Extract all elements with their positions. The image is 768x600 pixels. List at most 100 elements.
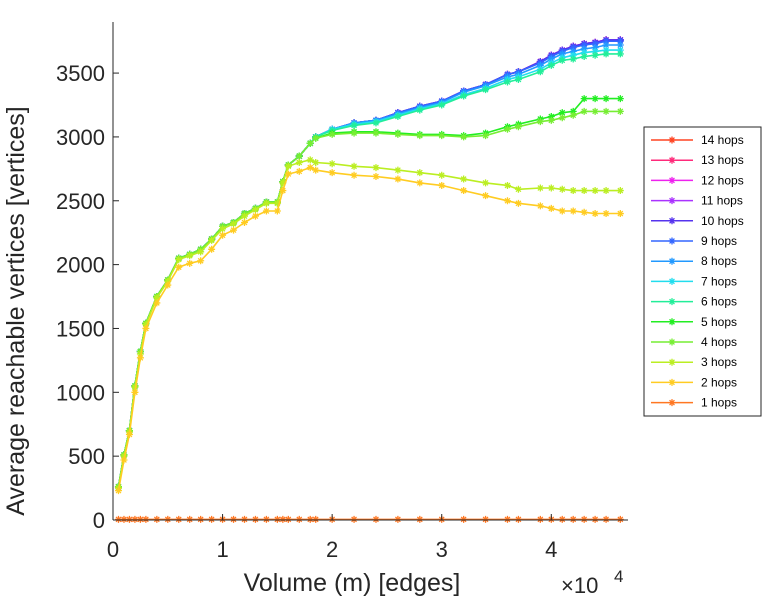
series-line	[117, 159, 621, 489]
data-point	[482, 179, 490, 187]
y-tick-label: 3000	[56, 125, 105, 150]
legend-marker	[668, 338, 676, 346]
plot-area: 0 500 1000 1500 2000 2500 3000 3500 0 1 2 3 4	[56, 22, 628, 562]
data-point	[219, 231, 227, 239]
data-point	[251, 212, 259, 220]
data-point	[558, 185, 566, 193]
data-point	[230, 226, 238, 234]
data-point	[547, 116, 555, 124]
data-point	[547, 204, 555, 212]
data-point	[616, 37, 624, 45]
data-point	[120, 456, 128, 464]
legend-label: 6 hops	[701, 295, 737, 309]
series-line	[117, 39, 621, 487]
data-point	[591, 51, 599, 59]
data-point	[591, 107, 599, 115]
data-point	[558, 109, 566, 117]
data-point	[569, 44, 577, 52]
data-point	[569, 47, 577, 55]
x-tick-label: 4	[545, 537, 557, 562]
data-point	[616, 46, 624, 54]
data-point	[279, 187, 287, 195]
data-point	[175, 515, 183, 523]
data-point	[616, 515, 624, 523]
data-point	[514, 123, 522, 131]
legend-label: 10 hops	[701, 214, 744, 228]
data-point	[175, 256, 183, 264]
data-point	[591, 95, 599, 103]
y-tick-layer: 0 500 1000 1500 2000 2500 3000 3500	[56, 61, 119, 533]
data-point	[416, 179, 424, 187]
data-point	[262, 207, 270, 215]
data-point	[328, 160, 336, 168]
data-point	[569, 515, 577, 523]
data-point	[416, 132, 424, 140]
data-point	[114, 515, 122, 523]
data-point	[328, 130, 336, 138]
data-point	[536, 184, 544, 192]
data-point	[262, 515, 270, 523]
data-point	[372, 164, 380, 172]
series-line	[117, 40, 621, 487]
series-line	[117, 39, 621, 487]
data-point	[306, 156, 314, 164]
data-point	[547, 184, 555, 192]
data-point	[284, 170, 292, 178]
data-point	[394, 166, 402, 174]
legend-label: 4 hops	[701, 335, 737, 349]
data-point	[394, 112, 402, 120]
legend-label: 8 hops	[701, 254, 737, 268]
data-point	[536, 68, 544, 76]
data-point	[580, 515, 588, 523]
data-point	[120, 515, 128, 523]
data-point	[616, 107, 624, 115]
data-point	[328, 169, 336, 177]
data-point	[591, 187, 599, 195]
data-point	[230, 220, 238, 228]
data-point	[312, 166, 320, 174]
legend-entry: 2 hops	[651, 375, 737, 389]
data-point	[536, 118, 544, 126]
data-point	[558, 114, 566, 122]
legend-entry: 9 hops	[651, 234, 737, 248]
data-point	[547, 55, 555, 63]
data-point	[372, 515, 380, 523]
data-point	[514, 515, 522, 523]
data-point	[616, 187, 624, 195]
legend-label: 13 hops	[701, 153, 744, 167]
legend-label: 3 hops	[701, 355, 737, 369]
data-point	[558, 56, 566, 64]
data-point	[602, 37, 610, 45]
data-point	[279, 515, 287, 523]
data-point	[514, 75, 522, 83]
legend-entry: 7 hops	[651, 274, 737, 288]
data-point	[186, 259, 194, 267]
series-line	[117, 39, 621, 487]
data-point	[114, 487, 122, 495]
series-1-hops	[114, 515, 624, 523]
legend: 14 hops 13 hops 12 hops 11 hops 10 hops 9 hop…	[643, 126, 762, 417]
data-point	[153, 294, 161, 302]
y-tick-label: 2000	[56, 253, 105, 278]
data-point	[350, 129, 358, 137]
data-point	[164, 277, 172, 285]
series-line	[117, 39, 621, 487]
data-point	[306, 515, 314, 523]
series-3-hops	[114, 156, 624, 492]
data-point	[591, 44, 599, 52]
data-point	[580, 208, 588, 216]
data-point	[602, 107, 610, 115]
legend-marker	[668, 197, 676, 205]
data-point	[591, 515, 599, 523]
data-point	[416, 515, 424, 523]
data-point	[279, 179, 287, 187]
data-point	[312, 134, 320, 142]
data-point	[372, 129, 380, 137]
data-point	[312, 158, 320, 166]
data-point	[240, 218, 248, 226]
legend-entry: 3 hops	[651, 355, 737, 369]
legend-label: 1 hops	[701, 396, 737, 410]
data-point	[350, 515, 358, 523]
data-point	[503, 197, 511, 205]
data-point	[251, 206, 259, 214]
